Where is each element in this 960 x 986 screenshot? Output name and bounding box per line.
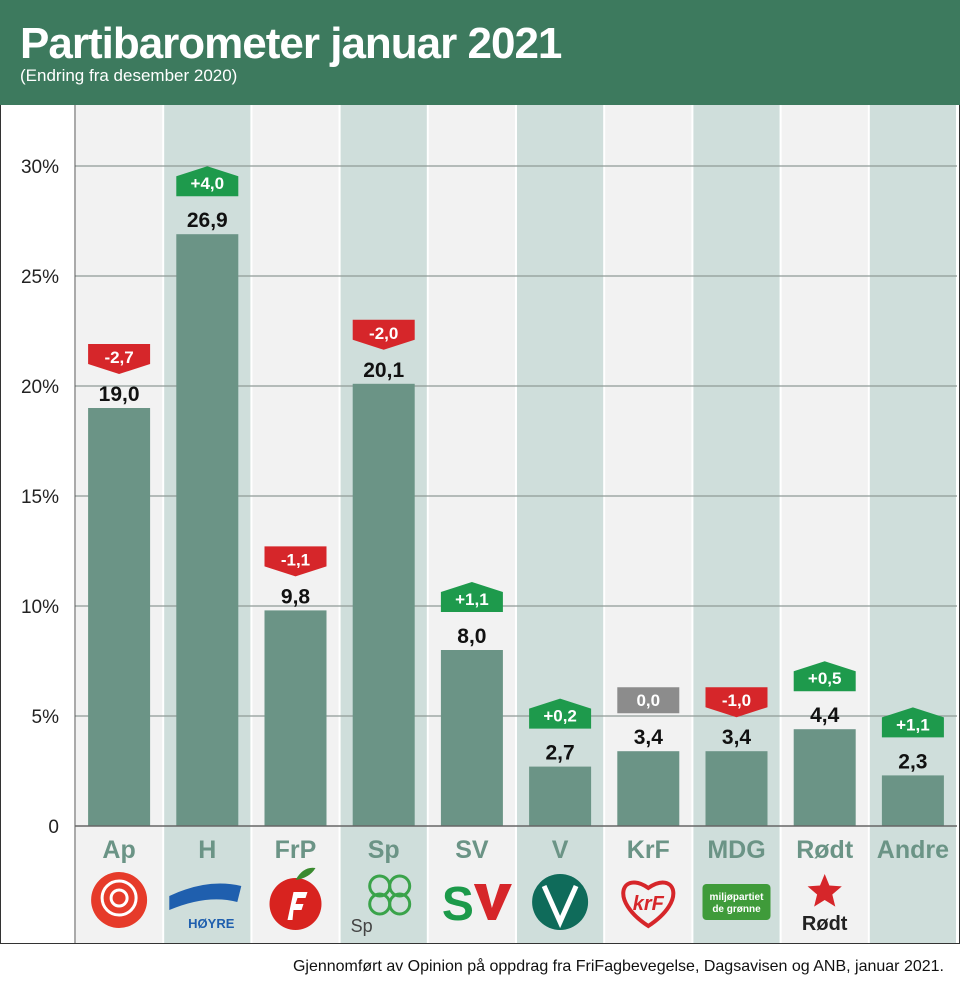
rose-core <box>109 888 129 908</box>
y-tick-label: 20% <box>21 377 59 398</box>
change-badge <box>88 344 151 374</box>
v-mark <box>541 884 579 929</box>
change-badge <box>881 707 944 738</box>
bar-value-label: 3,4 <box>634 726 664 749</box>
change-badge <box>352 319 415 350</box>
sv-s-letter: S <box>442 878 474 931</box>
change-badge <box>705 687 768 718</box>
rodt-star <box>807 874 842 907</box>
apple-f-mark <box>287 892 308 920</box>
category-label: Ap <box>102 836 135 864</box>
bar <box>617 751 680 826</box>
category-label: MDG <box>707 836 765 864</box>
mdg-text-line: miljøpartiet <box>710 892 765 903</box>
change-badge <box>529 698 592 729</box>
bar <box>352 383 415 826</box>
bar-value-label: 20,1 <box>363 359 404 382</box>
category-label: Sp <box>368 836 400 864</box>
change-label: +0,2 <box>543 707 577 726</box>
y-tick-label: 15% <box>21 487 59 508</box>
axis-background <box>1 105 75 943</box>
change-label: 0,0 <box>636 691 660 710</box>
sp-text: Sp <box>351 916 373 936</box>
rose-icon <box>91 872 148 928</box>
change-badge <box>440 582 503 612</box>
sv-icon: S <box>442 878 512 931</box>
bar-value-label: 9,8 <box>281 585 311 608</box>
y-tick-label: 25% <box>21 267 59 288</box>
change-badge <box>793 661 856 692</box>
y-tick-label: 5% <box>32 707 60 728</box>
sv-v-mark <box>473 884 512 920</box>
v-circle-icon <box>532 874 589 930</box>
change-label: -1,1 <box>281 550 310 569</box>
page-subtitle: (Endring fra desember 2020) <box>20 66 238 85</box>
header-banner: Partibarometer januar 2021 (Endring fra … <box>0 0 960 105</box>
mdg-text: miljøpartiet de grønne <box>710 892 765 915</box>
category-label: KrF <box>627 836 670 864</box>
bar <box>440 650 503 826</box>
bar <box>88 408 151 826</box>
change-badge <box>176 166 239 197</box>
clover-icon: Sp <box>351 874 412 936</box>
apple-icon <box>269 867 322 930</box>
category-label: Andre <box>877 836 949 864</box>
change-label: +1,1 <box>455 590 489 609</box>
bar <box>793 729 856 826</box>
bar-value-label: 8,0 <box>457 625 486 648</box>
y-tick-label: 10% <box>21 597 59 618</box>
change-label: +1,1 <box>896 715 930 734</box>
bar-value-label: 2,7 <box>545 742 574 765</box>
change-label: +4,0 <box>191 174 225 193</box>
change-label: -1,0 <box>722 691 751 710</box>
bar <box>529 766 592 826</box>
hoyre-icon: HØYRE <box>169 883 242 931</box>
mdg-text-line: de grønne <box>712 904 761 915</box>
krf-text: krF <box>633 893 665 915</box>
rodt-text: Rødt <box>802 913 848 935</box>
hoyre-text: HØYRE <box>188 916 235 931</box>
bar-value-label: 26,9 <box>187 209 228 232</box>
change-label: -2,0 <box>369 324 398 343</box>
krf-heart <box>621 880 676 929</box>
y-tick-label: 0 <box>48 817 59 838</box>
page-title: Partibarometer januar 2021 <box>20 19 562 68</box>
bar-value-label: 3,4 <box>722 726 752 749</box>
bar <box>264 610 327 826</box>
bar-chart: 0 5% 10% 15% 20% 25% 30% 19,0 -2,7 26,9 +4,0 9,8 -1,… <box>1 105 958 943</box>
bar <box>176 234 239 826</box>
change-label: -2,7 <box>104 348 133 367</box>
chart-frame: 0 5% 10% 15% 20% 25% 30% 19,0 -2,7 26,9 +4,0 9,8 -1,… <box>0 105 960 944</box>
mdg-leaf-icon: miljøpartiet de grønne <box>702 884 771 920</box>
change-label: +0,5 <box>808 669 842 688</box>
clover-leaf <box>388 892 412 916</box>
change-badge <box>617 687 680 714</box>
mdg-badge <box>702 884 771 920</box>
bar <box>705 751 768 826</box>
category-label: Rødt <box>796 836 854 864</box>
clover-leaf <box>388 874 412 898</box>
hoyre-swoosh <box>169 883 242 910</box>
change-badge <box>264 546 327 577</box>
apple-leaf <box>295 867 316 880</box>
y-tick-label: 30% <box>21 157 59 178</box>
bar <box>881 775 944 826</box>
bar-value-label: 19,0 <box>99 383 140 406</box>
bar-value-label: 2,3 <box>898 750 927 773</box>
red-star-icon: Rødt <box>802 874 848 935</box>
source-note: Gjennomført av Opinion på oppdrag fra Fr… <box>292 958 944 975</box>
category-label: SV <box>455 836 489 864</box>
category-label: FrP <box>275 836 317 864</box>
bar-value-label: 4,4 <box>810 704 840 727</box>
rose-ring <box>100 879 138 917</box>
category-label: V <box>552 836 569 864</box>
heart-krf-icon: krF <box>621 880 676 929</box>
category-label: H <box>198 836 216 864</box>
